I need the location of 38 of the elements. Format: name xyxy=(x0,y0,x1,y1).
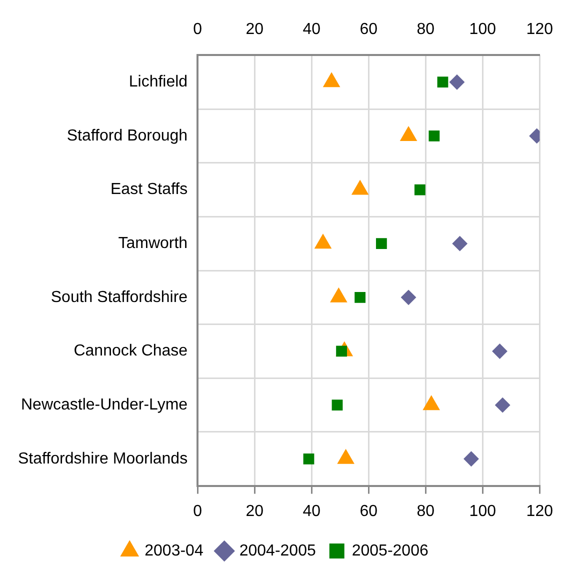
x2-tick-label: 20 xyxy=(246,21,264,38)
y-tick-label: East Staffs xyxy=(110,181,188,198)
legend-label: 2005-2006 xyxy=(352,542,428,560)
x-tick-label: 120 xyxy=(526,502,554,520)
point xyxy=(428,130,440,142)
x-tick-label: 60 xyxy=(360,502,378,520)
x-tick-label: 40 xyxy=(302,502,321,520)
x2-tick-label: 60 xyxy=(360,21,378,38)
point xyxy=(449,74,464,90)
point xyxy=(452,236,468,252)
y-tick-label: Newcastle-Under-Lyme xyxy=(20,396,188,414)
y-tick-label: Cannock Chase xyxy=(74,342,188,360)
y-tick-label: South Staffordshire xyxy=(50,288,188,306)
legend-label: 2003-04 xyxy=(144,542,204,560)
point xyxy=(437,76,448,88)
x2-tick-label: 80 xyxy=(416,21,435,38)
x-tick-label: 20 xyxy=(246,502,264,520)
x2-tick-label: 0 xyxy=(193,21,202,38)
point xyxy=(401,290,416,305)
x-tick-label: 0 xyxy=(193,502,202,520)
point xyxy=(332,400,343,411)
legend-label: 2004-2005 xyxy=(239,542,316,560)
x-tick-label: 80 xyxy=(416,502,435,520)
y-tick-label: Lichfield xyxy=(128,74,188,91)
x-tick-label: 100 xyxy=(469,502,496,520)
point xyxy=(414,184,426,196)
x2-tick-label: 100 xyxy=(469,21,496,38)
point xyxy=(464,451,479,466)
point xyxy=(492,344,508,359)
y-tick-label: Staffordshire Moorlands xyxy=(18,450,188,468)
point xyxy=(303,453,314,464)
y-tick-label: Tamworth xyxy=(118,234,188,252)
point xyxy=(376,238,387,250)
x2-tick-label: 40 xyxy=(302,21,321,38)
point xyxy=(495,398,510,413)
x2-tick-label: 120 xyxy=(526,21,554,38)
y-tick-label: Stafford Borough xyxy=(66,127,188,144)
point xyxy=(354,292,366,303)
